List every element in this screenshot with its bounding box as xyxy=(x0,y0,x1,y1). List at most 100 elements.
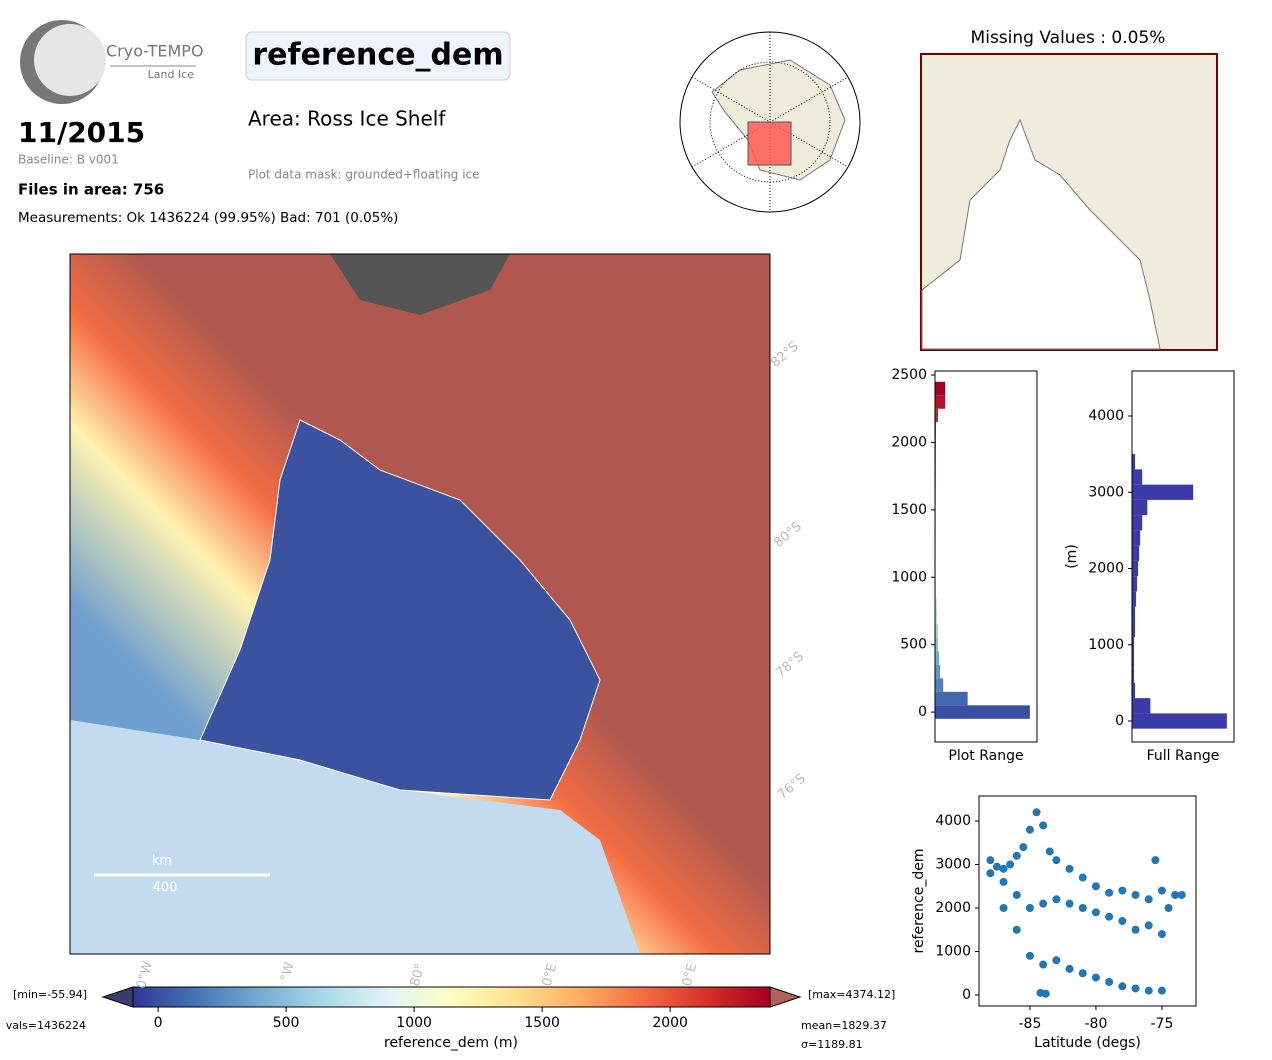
bar xyxy=(935,516,937,531)
missing-title: Missing Values : 0.05% xyxy=(971,28,1166,48)
bar xyxy=(935,651,940,665)
point xyxy=(1012,851,1021,860)
colorbar xyxy=(132,986,771,1008)
bar xyxy=(935,435,937,450)
x-tick-label: 1500 xyxy=(524,1015,560,1031)
point xyxy=(1105,888,1114,897)
point xyxy=(1052,956,1061,965)
bar xyxy=(935,705,1030,719)
x-tick-label: 1000 xyxy=(396,1015,432,1031)
max-label: [max=4374.12] xyxy=(808,988,895,1001)
measurements: Measurements: Ok 1436224 (99.95%) Bad: 7… xyxy=(18,210,398,226)
point xyxy=(1065,864,1074,873)
bar xyxy=(935,543,937,558)
y-tick-label: 2500 xyxy=(891,367,927,383)
x-tick-label: 500 xyxy=(273,1015,300,1031)
x-axis-label: Latitude (degs) xyxy=(1034,1035,1141,1051)
point xyxy=(1131,890,1140,899)
point xyxy=(1006,860,1015,869)
bar xyxy=(1132,606,1136,622)
point xyxy=(1131,925,1140,934)
point xyxy=(1171,890,1180,899)
logo-product: Cryo-TEMPO xyxy=(106,42,204,61)
point xyxy=(1118,917,1127,926)
nvals-label: vals=1436224 xyxy=(6,1019,86,1032)
point xyxy=(1118,982,1127,991)
bar xyxy=(1132,698,1151,714)
y-tick-label: 2000 xyxy=(935,900,971,916)
point xyxy=(1039,899,1048,908)
bar xyxy=(1132,560,1139,577)
baseline: Baseline: B v001 xyxy=(18,153,119,167)
colorbar-over xyxy=(769,986,802,1008)
x-tick-label: -80 xyxy=(1085,1016,1108,1032)
y-tick-label: 0 xyxy=(1115,713,1124,729)
lon-label: 0°E xyxy=(540,962,560,988)
point xyxy=(1144,986,1153,995)
pole-hole xyxy=(330,254,510,315)
point xyxy=(1144,921,1153,930)
point xyxy=(1157,886,1166,895)
x-tick-label: 2000 xyxy=(652,1015,688,1031)
y-tick-label: 500 xyxy=(900,637,927,653)
y-axis-label: reference_dem xyxy=(911,849,927,954)
bar xyxy=(935,678,944,692)
point xyxy=(1012,925,1021,934)
point xyxy=(1065,899,1074,908)
bar xyxy=(1132,621,1136,638)
lat-label: 80°S xyxy=(771,519,805,551)
point xyxy=(1078,969,1087,978)
files: Files in area: 756 xyxy=(18,181,164,199)
bar xyxy=(935,395,946,409)
bar xyxy=(1132,484,1194,500)
x-axis-label: Plot Range xyxy=(948,748,1023,764)
y-tick-label: 3000 xyxy=(1088,484,1124,500)
point xyxy=(1012,890,1021,899)
point xyxy=(1052,895,1061,904)
bar xyxy=(935,610,938,625)
bar xyxy=(935,422,937,436)
point xyxy=(1025,825,1034,834)
point xyxy=(1091,882,1100,891)
y-tick-label: 0 xyxy=(962,987,971,1003)
point xyxy=(1118,886,1127,895)
bar xyxy=(935,408,939,423)
point xyxy=(1041,989,1050,998)
lon-label: °W xyxy=(278,961,298,984)
point xyxy=(999,904,1008,913)
point xyxy=(1065,964,1074,973)
point xyxy=(1052,856,1061,865)
colorbar-under xyxy=(101,986,134,1008)
date: 11/2015 xyxy=(18,116,145,149)
bar xyxy=(935,557,937,571)
bar xyxy=(1132,713,1227,729)
point xyxy=(1019,843,1028,852)
y-axis-label: (m) xyxy=(1064,544,1080,569)
std-label: σ=1189.81 xyxy=(801,1038,863,1051)
point xyxy=(1078,873,1087,882)
axes-frame xyxy=(978,795,1197,1007)
lat-label: 78°S xyxy=(773,649,807,681)
antarctica xyxy=(711,59,846,181)
bar xyxy=(935,489,937,504)
y-tick-label: 4000 xyxy=(1088,408,1124,424)
y-tick-label: 1000 xyxy=(1088,637,1124,653)
y-tick-label: 1000 xyxy=(935,943,971,959)
scale-length: 400 xyxy=(153,881,178,896)
bar xyxy=(935,691,968,706)
area-box xyxy=(747,121,792,166)
point xyxy=(986,856,995,865)
x-tick-label: -75 xyxy=(1151,1016,1174,1032)
bar xyxy=(1132,530,1141,546)
axes-frame xyxy=(1131,370,1235,743)
bar xyxy=(1132,682,1136,699)
bar xyxy=(935,584,937,598)
y-tick-label: 3000 xyxy=(935,857,971,873)
point xyxy=(1039,821,1048,830)
logo: Cryo-TEMPO Land Ice xyxy=(20,20,204,104)
point xyxy=(1045,847,1054,856)
bar xyxy=(1132,499,1148,516)
point xyxy=(1157,930,1166,939)
lat-label: 82°S xyxy=(768,339,802,371)
mask: Plot data mask: grounded+floating ice xyxy=(248,168,480,182)
